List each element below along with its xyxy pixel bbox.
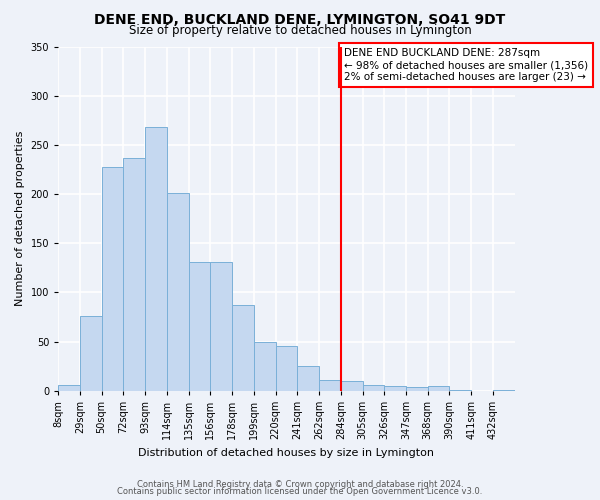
Bar: [232, 305, 254, 391]
Bar: [449, 390, 471, 391]
Bar: [58, 385, 80, 391]
Bar: [254, 342, 275, 391]
Bar: [319, 380, 341, 391]
Text: DENE END BUCKLAND DENE: 287sqm
← 98% of detached houses are smaller (1,356)
2% o: DENE END BUCKLAND DENE: 287sqm ← 98% of …: [344, 48, 588, 82]
Bar: [167, 193, 188, 391]
Bar: [101, 166, 124, 391]
Bar: [80, 316, 101, 391]
Y-axis label: Number of detached properties: Number of detached properties: [15, 131, 25, 306]
Bar: [188, 262, 211, 391]
Bar: [211, 262, 232, 391]
Bar: [124, 158, 145, 391]
Bar: [362, 385, 384, 391]
Bar: [384, 386, 406, 391]
Bar: [406, 387, 428, 391]
Text: Size of property relative to detached houses in Lymington: Size of property relative to detached ho…: [128, 24, 472, 37]
X-axis label: Distribution of detached houses by size in Lymington: Distribution of detached houses by size …: [139, 448, 434, 458]
Bar: [145, 127, 167, 391]
Bar: [341, 381, 362, 391]
Bar: [275, 346, 298, 391]
Bar: [298, 366, 319, 391]
Text: DENE END, BUCKLAND DENE, LYMINGTON, SO41 9DT: DENE END, BUCKLAND DENE, LYMINGTON, SO41…: [94, 12, 506, 26]
Bar: [428, 386, 449, 391]
Text: Contains public sector information licensed under the Open Government Licence v3: Contains public sector information licen…: [118, 487, 482, 496]
Text: Contains HM Land Registry data © Crown copyright and database right 2024.: Contains HM Land Registry data © Crown c…: [137, 480, 463, 489]
Bar: [493, 390, 515, 391]
